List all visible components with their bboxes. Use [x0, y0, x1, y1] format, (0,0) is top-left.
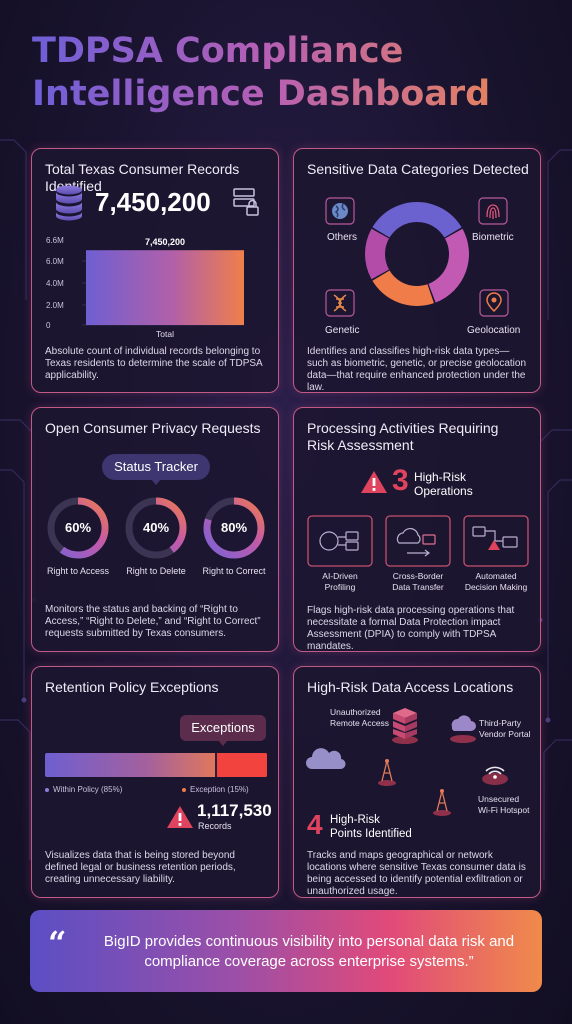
status-tracker-label: Status Tracker	[114, 459, 198, 474]
ring-percent: 40%	[142, 520, 170, 535]
quote-mark: “	[48, 924, 67, 962]
item-ai-label: AI-Driven Profiling	[322, 571, 358, 592]
slice-geolocation	[372, 270, 434, 306]
retention-exception-segment	[217, 753, 267, 777]
ai-profiling-icon	[307, 515, 373, 567]
item-cross-border-label: Cross-Border Data Transfer	[392, 571, 444, 592]
ring-label: Right to Correct	[202, 566, 266, 576]
records-bar-chart: 6.6M 6.0M 4.0M 2.0M 0 7,450,200 Total	[46, 236, 244, 339]
retention-card: Retention Policy Exceptions Exceptions W…	[31, 666, 279, 898]
access-description: Tracks and maps geographical or network …	[307, 850, 526, 897]
y-tick-label: 2.0M	[46, 301, 64, 310]
exception-legend: Exception (15%)	[182, 785, 249, 794]
item-automated-label: Automated Decision Making	[464, 571, 528, 592]
quote-text: BigID provides continuous visibility int…	[103, 933, 515, 970]
retention-bar	[45, 753, 267, 777]
tower-icon	[378, 759, 396, 786]
slice-biometric	[428, 228, 469, 303]
y-tick-label: 0	[46, 321, 51, 330]
y-tick-label: 4.0M	[46, 279, 64, 288]
y-tick-label: 6.6M	[46, 236, 64, 245]
warning-icon	[167, 806, 193, 828]
cloud-icon	[306, 748, 346, 770]
exceptions-badge: Exceptions	[180, 715, 266, 741]
retention-title: Retention Policy Exceptions	[45, 679, 219, 695]
ring-percent: 60%	[64, 520, 92, 535]
within-policy-legend: Within Policy (85%)	[45, 785, 122, 794]
slice-others	[372, 202, 462, 238]
vendor-portal-icon	[450, 715, 476, 743]
status-tracker-pointer	[151, 479, 161, 485]
progress-ring	[203, 497, 265, 559]
progress-ring	[47, 497, 109, 559]
retention-divider	[215, 753, 217, 777]
ring-label: Right to Delete	[126, 566, 186, 576]
retention-records-label: Records	[198, 821, 232, 831]
access-count-label: High-Risk Points Identified	[330, 814, 412, 840]
records-description: Absolute count of individual records bel…	[45, 346, 263, 381]
label-genetic: Genetic	[325, 325, 360, 336]
location-pin-icon	[479, 289, 509, 317]
requests-title: Open Consumer Privacy Requests	[45, 420, 261, 436]
x-category-label: Total	[156, 329, 174, 339]
processing-description: Flags high-risk data processing operatio…	[307, 605, 515, 652]
quote-banner: “ BigID provides continuous visibility i…	[30, 910, 542, 992]
globe-icon	[325, 197, 355, 225]
label-geolocation: Geolocation	[467, 325, 521, 336]
status-tracker-badge: Status Tracker	[102, 454, 210, 480]
warning-icon	[361, 471, 387, 493]
bar-value-label: 7,450,200	[145, 237, 185, 247]
remote-access-label: Unauthorized Remote Access	[330, 707, 390, 728]
records-count: 7,450,200	[95, 187, 211, 217]
access-title: High-Risk Data Access Locations	[307, 679, 514, 695]
label-others: Others	[327, 232, 358, 243]
bar-total	[86, 250, 244, 325]
access-count: 4	[307, 809, 323, 840]
fingerprint-icon	[478, 197, 508, 225]
slice-genetic	[365, 228, 390, 280]
categories-donut	[365, 202, 469, 306]
cross-border-icon	[385, 515, 451, 567]
tower-icon	[433, 789, 451, 816]
wifi-label: Unsecured Wi-Fi Hotspot	[478, 794, 530, 815]
progress-ring	[125, 497, 187, 559]
exceptions-pointer	[218, 740, 228, 746]
processing-count: 3	[392, 464, 409, 497]
categories-card: Sensitive Data Categories Detected Other…	[293, 148, 541, 393]
database-icon	[56, 185, 82, 221]
ring-percent: 80%	[220, 520, 248, 535]
dashboard-title: TDPSA Compliance Intelligence Dashboard	[32, 30, 552, 116]
ring-progress	[47, 497, 109, 559]
y-tick-label: 6.0M	[46, 257, 64, 266]
processing-count-label: High-Risk Operations	[414, 470, 473, 498]
requests-description: Monitors the status and backing of “Righ…	[45, 604, 261, 639]
processing-title: Processing Activities Requiring Risk Ass…	[307, 420, 499, 453]
dna-icon	[325, 289, 355, 317]
ring-progress	[125, 497, 187, 559]
server-stack-icon	[392, 708, 418, 744]
processing-card: Processing Activities Requiring Risk Ass…	[293, 407, 541, 652]
vendor-portal-label: Third-Party Vendor Portal	[479, 718, 531, 739]
categories-title: Sensitive Data Categories Detected	[307, 161, 529, 177]
server-lock-icon	[233, 188, 259, 216]
label-biometric: Biometric	[472, 232, 514, 243]
categories-description: Identifies and classifies high-risk data…	[307, 346, 527, 393]
retention-description: Visualizes data that is being stored bey…	[45, 850, 236, 885]
ring-label: Right to Access	[46, 566, 110, 576]
requests-card: Open Consumer Privacy Requests Status Tr…	[31, 407, 279, 652]
automated-decision-icon	[463, 515, 529, 567]
wifi-icon	[482, 766, 508, 785]
access-card: High-Risk Data Access Locations Unauthor…	[293, 666, 541, 898]
ring-progress	[203, 497, 265, 559]
records-card: Total Texas Consumer Records Identified …	[31, 148, 279, 393]
retention-records-count: 1,117,530	[197, 801, 272, 820]
